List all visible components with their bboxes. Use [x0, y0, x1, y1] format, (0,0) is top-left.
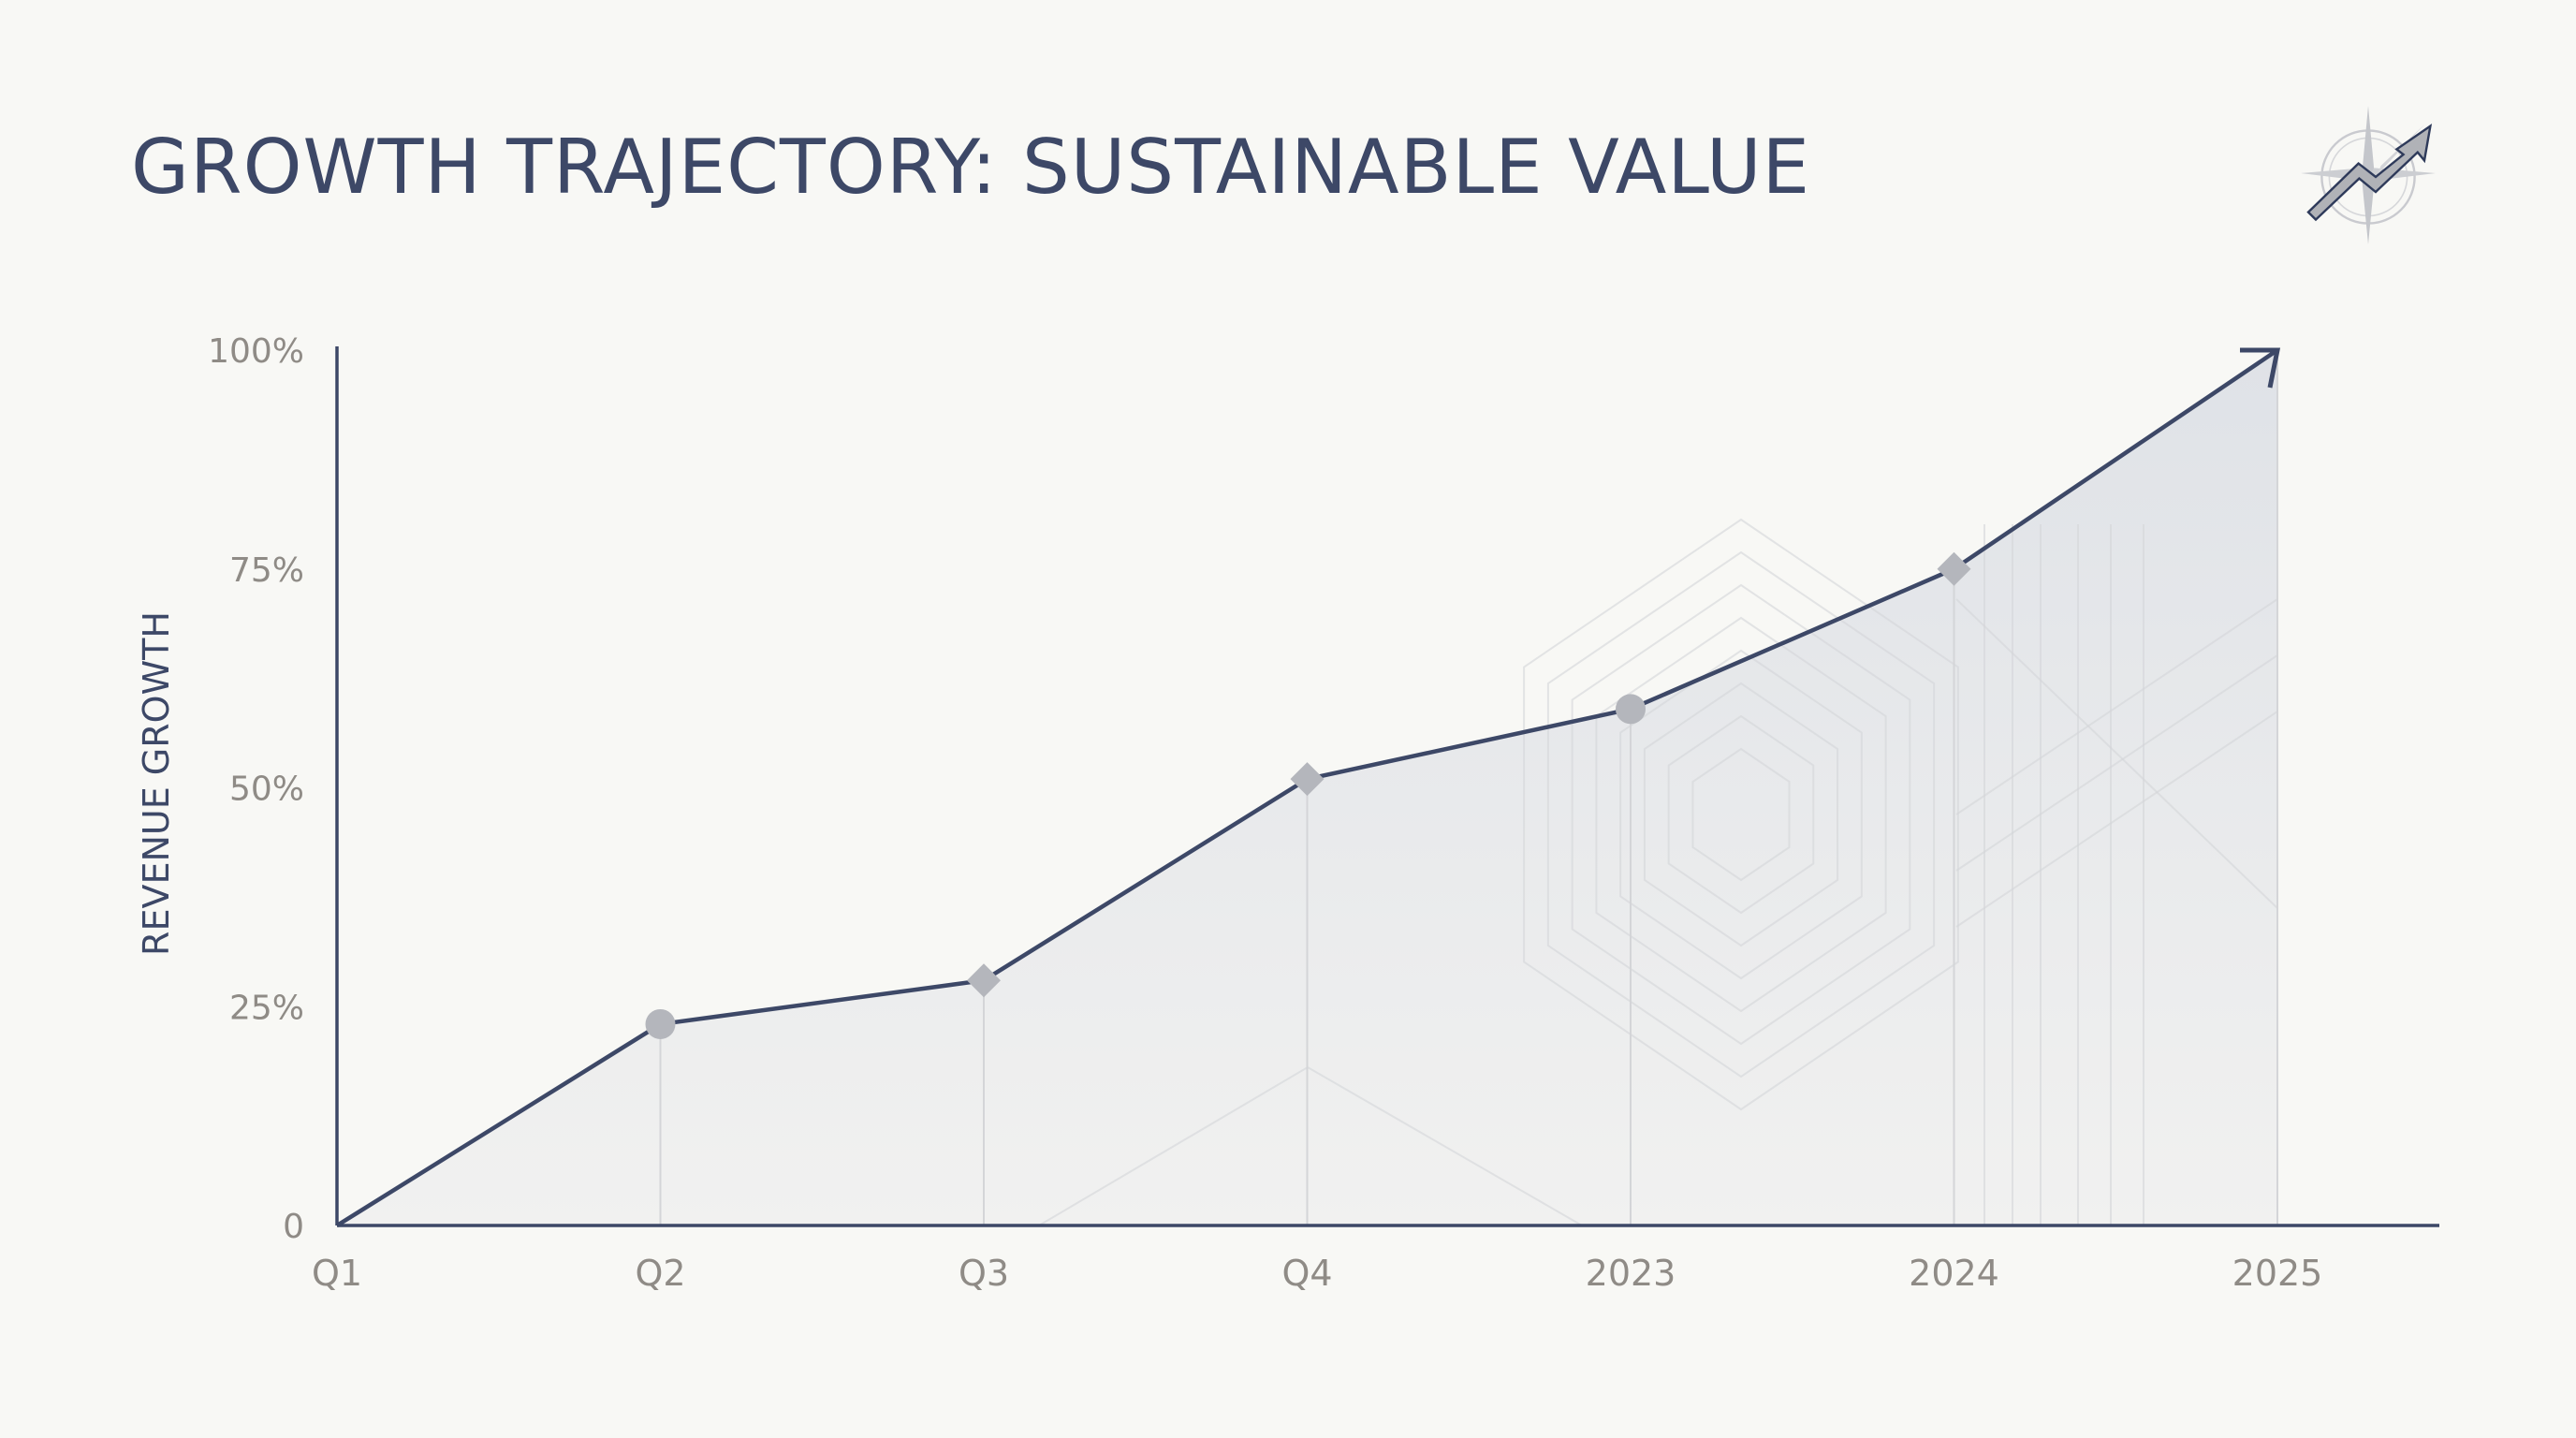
data-point-diamond — [967, 963, 1001, 998]
decor-line — [1955, 598, 2278, 815]
y-tick-label: 50% — [229, 770, 304, 809]
x-tick-label: Q3 — [959, 1253, 1009, 1294]
hexagon-pattern — [1523, 518, 1959, 1111]
arrow-head — [2240, 347, 2281, 389]
decor-line — [1955, 598, 2278, 909]
data-point-circle — [1616, 694, 1646, 725]
y-axis-label: REVENUE GROWTH — [136, 611, 177, 956]
y-tick-label: 0 — [283, 1208, 304, 1246]
hexagon-pattern — [1571, 583, 1911, 1046]
x-tick-label: Q2 — [635, 1253, 685, 1294]
hexagon-pattern — [1667, 714, 1815, 915]
y-tick-label: 25% — [229, 989, 304, 1027]
x-tick-label: 2025 — [2232, 1253, 2323, 1294]
decor-line — [1955, 711, 2278, 928]
x-tick-label: 2024 — [1909, 1253, 1999, 1294]
decor-line — [1955, 654, 2278, 872]
hexagon-pattern — [1643, 682, 1839, 947]
y-tick-label: 100% — [208, 332, 304, 371]
chart-title: GROWTH TRAJECTORY: SUSTAINABLE VALUE — [131, 124, 1811, 211]
data-point-diamond — [1290, 762, 1325, 797]
data-point-circle — [645, 1008, 676, 1039]
x-tick-label: 2023 — [1586, 1253, 1676, 1294]
hexagon-pattern — [1691, 747, 1791, 882]
x-tick-label: Q4 — [1281, 1253, 1332, 1294]
compass-growth-arrow-icon — [2301, 106, 2436, 244]
hexagon-pattern — [1619, 649, 1863, 980]
y-tick-label: 75% — [229, 551, 304, 590]
data-point-diamond — [1937, 551, 1971, 586]
x-tick-label: Q1 — [312, 1253, 362, 1294]
hexagon-pattern — [1546, 550, 1936, 1078]
decor-line — [1038, 1065, 1583, 1226]
